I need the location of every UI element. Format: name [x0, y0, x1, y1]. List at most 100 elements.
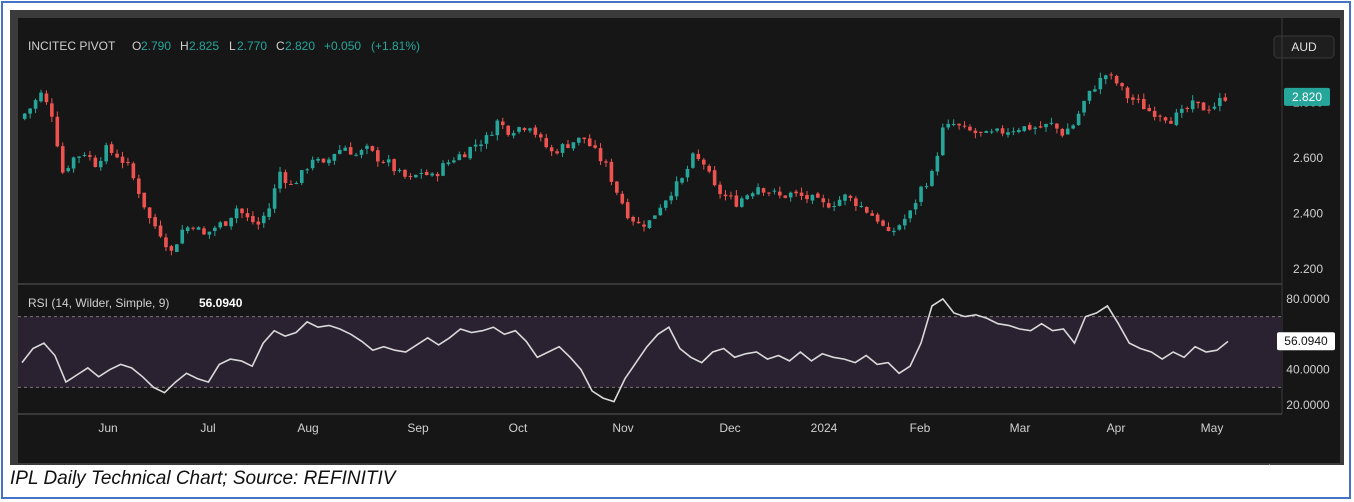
close-value: 2.820	[285, 39, 315, 53]
candle-body	[653, 215, 657, 219]
candle-body	[582, 137, 587, 140]
candle-body	[77, 156, 81, 158]
candle-body	[403, 169, 407, 177]
candle-body	[750, 193, 755, 197]
candle-body	[799, 192, 804, 197]
candle-body	[957, 123, 961, 126]
candle-body	[951, 123, 956, 125]
candle-body	[995, 128, 999, 131]
candle-body	[261, 215, 266, 224]
x-tick-label: Nov	[612, 421, 633, 435]
candle-body	[71, 157, 76, 169]
candle-body	[495, 120, 500, 136]
candle-body	[180, 229, 185, 244]
candle-body	[979, 131, 983, 133]
candle-body	[691, 153, 695, 168]
candle-body	[1152, 110, 1157, 117]
chart-panel: INCITEC PIVOT O 2.790 H 2.825 L 2.770 C …	[10, 10, 1344, 478]
candle-body	[1185, 107, 1190, 109]
candle-body	[1141, 98, 1146, 110]
candle-body	[864, 206, 869, 213]
candle-body	[973, 130, 978, 134]
candle-body	[310, 159, 315, 169]
candle-body	[1190, 100, 1195, 110]
candle-body	[913, 203, 918, 210]
candle-body	[930, 171, 934, 186]
x-tick-label: 2024	[811, 421, 838, 435]
x-tick-label: Oct	[509, 421, 528, 435]
candle-body	[191, 227, 195, 229]
candle-body	[354, 154, 358, 156]
candle-body	[365, 145, 369, 149]
candle-body	[734, 195, 739, 207]
rsi-band-fill	[18, 316, 1282, 388]
candle-body	[631, 216, 635, 222]
candle-body	[1044, 123, 1048, 128]
ticker-label: INCITEC PIVOT	[28, 39, 116, 53]
last-price-tag-label: 2.820	[1292, 90, 1322, 104]
candle-body	[854, 198, 858, 206]
rsi-value-tag	[1277, 332, 1335, 351]
candle-body	[577, 137, 581, 143]
candle-body	[859, 205, 864, 207]
candle-body	[571, 142, 576, 149]
candle-body	[337, 150, 342, 154]
candle-body	[729, 195, 733, 197]
candle-body	[538, 134, 543, 138]
x-tick-label: Jul	[200, 421, 215, 435]
candle-body	[620, 193, 625, 204]
candle-body	[419, 172, 424, 174]
candle-body	[158, 225, 163, 237]
currency-button[interactable]	[1273, 35, 1335, 59]
candle-body	[1060, 128, 1065, 136]
candle-body	[272, 188, 277, 209]
candle-body	[642, 224, 646, 227]
candle-body	[718, 184, 722, 195]
candle-body	[98, 160, 103, 168]
candle-body	[446, 162, 451, 165]
candle-body	[1147, 107, 1152, 112]
candle-body	[821, 198, 826, 203]
candle-body	[837, 199, 842, 206]
candle-body	[1201, 102, 1206, 111]
candle-body	[875, 214, 880, 222]
candle-body	[175, 244, 179, 252]
candle-body	[153, 217, 157, 227]
candle-body	[1158, 115, 1162, 117]
candle-body	[1114, 75, 1119, 84]
candle-body	[299, 170, 304, 183]
candle-body	[1196, 101, 1200, 104]
candle-body	[533, 127, 538, 135]
candle-body	[1207, 109, 1211, 111]
rsi-tick-label: 40.0000	[1286, 363, 1330, 377]
candle-body	[1218, 98, 1222, 106]
candle-body	[609, 161, 614, 182]
candle-body	[826, 203, 831, 208]
candle-body	[82, 154, 87, 156]
candle-body	[560, 144, 565, 153]
candle-body	[919, 186, 923, 202]
candle-body	[1065, 128, 1070, 135]
candle-body	[424, 171, 429, 176]
candle-body	[924, 186, 929, 188]
candle-body	[1125, 87, 1130, 99]
candle-body	[1212, 106, 1217, 109]
candle-body	[1027, 124, 1032, 130]
open-label: O	[132, 39, 141, 53]
rsi-value: 56.0940	[199, 296, 243, 310]
candle-body	[701, 159, 706, 165]
candle-body	[256, 221, 261, 225]
candle-body	[1169, 120, 1173, 124]
candle-body	[435, 173, 440, 177]
candle-body	[881, 220, 885, 226]
candle-body	[332, 153, 337, 161]
candle-body	[223, 221, 228, 226]
candle-body	[511, 133, 516, 136]
currency-label: AUD	[1291, 40, 1317, 54]
candle-body	[587, 138, 592, 147]
candle-body	[674, 181, 679, 197]
candle-body	[707, 165, 712, 172]
price-tick-label: 2.400	[1293, 206, 1323, 220]
candle-body	[1098, 77, 1103, 90]
candle-body	[886, 226, 891, 232]
